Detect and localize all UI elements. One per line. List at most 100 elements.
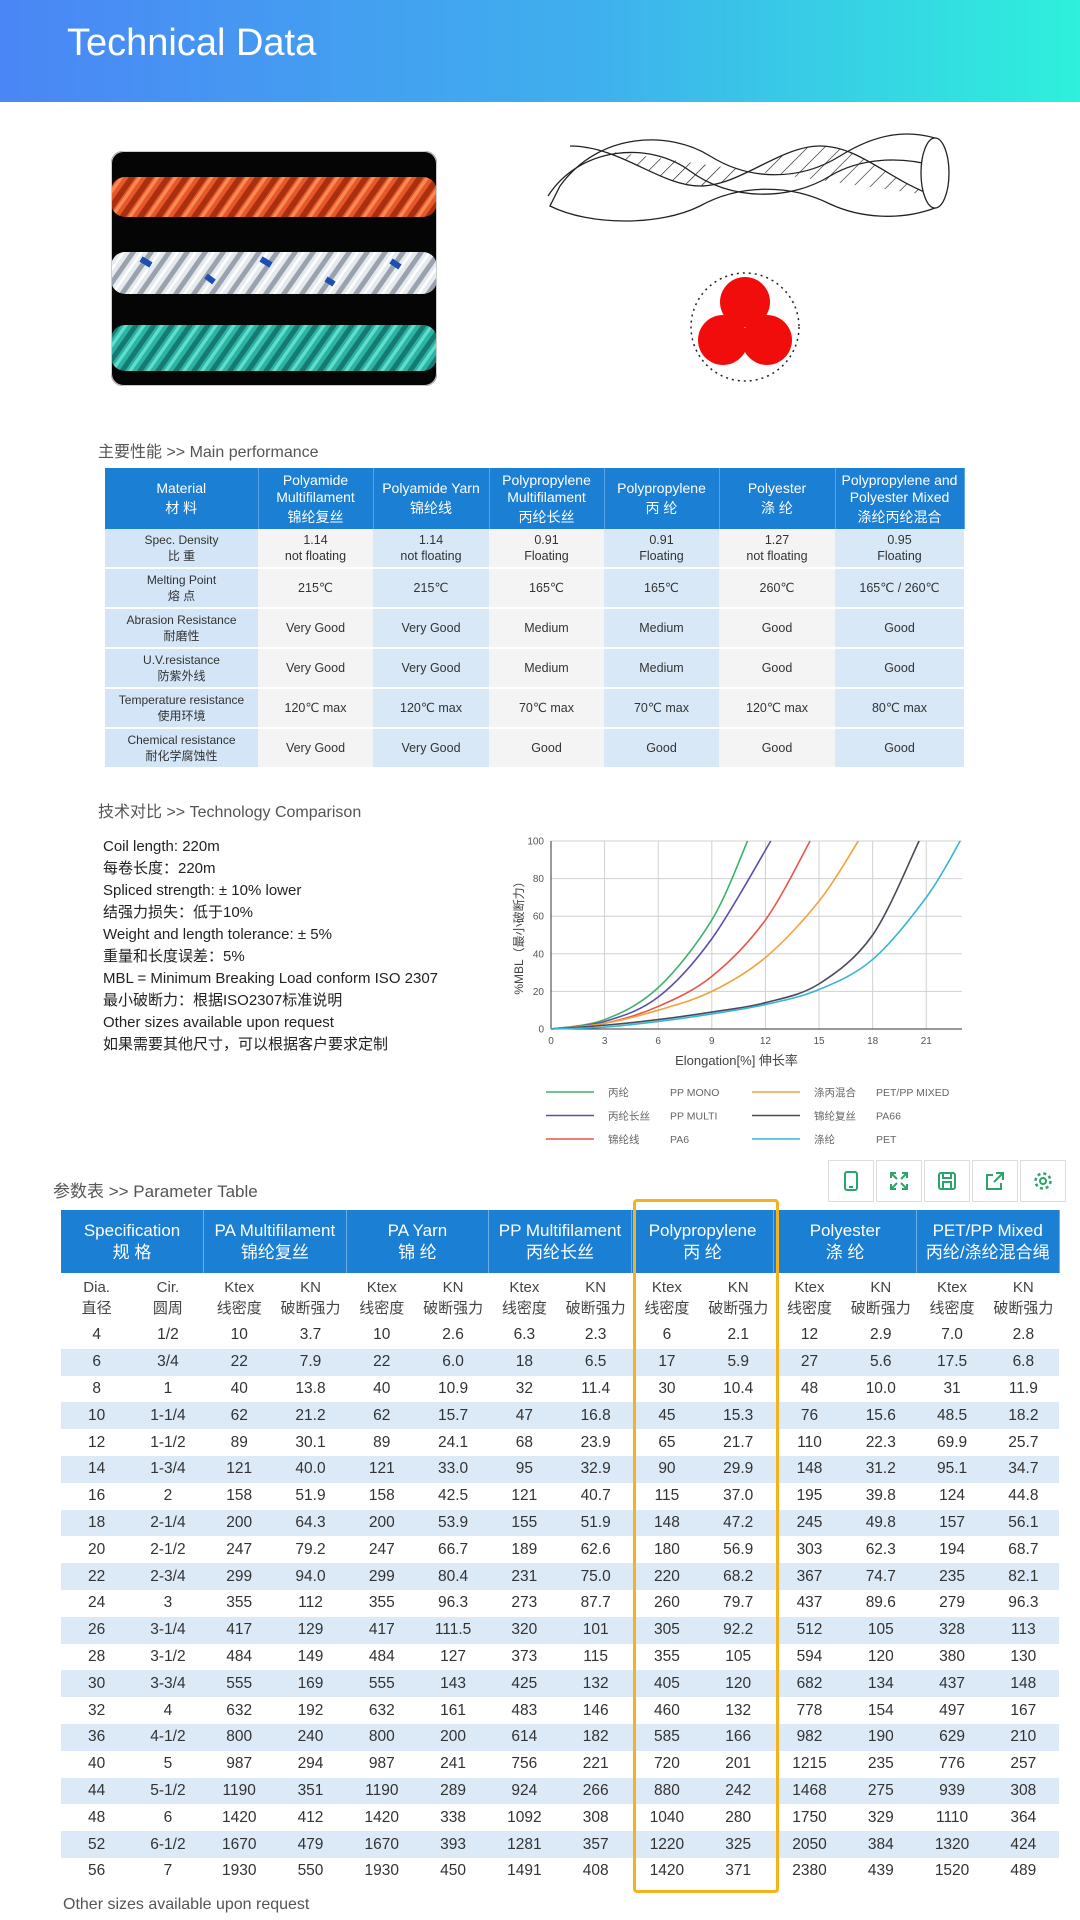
table-cell: 18.2 xyxy=(987,1402,1059,1430)
table-cell: 44.8 xyxy=(987,1482,1059,1510)
legend-code: PP MULTI xyxy=(670,1111,717,1123)
table-cell: 320 xyxy=(488,1616,560,1644)
table-cell: 39.8 xyxy=(845,1482,917,1510)
table-cell: 260℃ xyxy=(719,568,835,609)
table-cell: 1670 xyxy=(203,1831,275,1858)
fullscreen-button[interactable] xyxy=(876,1160,922,1202)
note-line: 重量和长度误差：5% xyxy=(103,948,245,965)
table-row: 6 3/4 22 7.9 22 6.0 18 6.5 17 5.9 27 5.6 17.5 6.8 xyxy=(61,1348,1059,1376)
table-cell: 275 xyxy=(845,1777,917,1805)
label-en: U.V.resistance xyxy=(143,653,220,667)
series-line xyxy=(550,840,772,1030)
table-cell: 4 xyxy=(132,1697,204,1724)
table-cell: 240 xyxy=(274,1723,347,1751)
table-row: 14 1-3/4 121 40.0 121 33.0 95 32.9 90 29.9 148 31.2… xyxy=(61,1455,1059,1483)
table-cell: 56 xyxy=(61,1857,133,1885)
table-cell: Good xyxy=(835,608,964,649)
table-cell: 79.2 xyxy=(274,1536,347,1564)
table-cell: 148 xyxy=(773,1455,846,1483)
table-cell: 24 xyxy=(61,1589,133,1617)
table-cell: 3-3/4 xyxy=(132,1670,204,1698)
save-button[interactable] xyxy=(924,1160,970,1202)
table-cell: 169 xyxy=(274,1670,347,1698)
table-cell: 2380 xyxy=(773,1857,846,1885)
table-cell: 987 xyxy=(346,1750,418,1778)
label-zh: 使用环境 xyxy=(157,709,206,723)
table-cell: 299 xyxy=(346,1563,418,1590)
label-en: Abrasion Resistance xyxy=(126,613,237,627)
table-row: 40 5 987 294 987 241 756 221 720 201 1215 235 776 257 xyxy=(61,1750,1059,1778)
table-cell: 143 xyxy=(417,1670,489,1698)
table-row: Spec. Density 比 重 1.14 not floating 1.14 no… xyxy=(105,529,964,569)
table-cell: 44 xyxy=(61,1777,133,1805)
settings-button[interactable] xyxy=(1020,1160,1066,1202)
table-cell: 367 xyxy=(773,1563,846,1590)
group-zh: 规 格 xyxy=(112,1242,152,1262)
table-cell: 5.9 xyxy=(702,1348,774,1376)
table-cell: 215℃ xyxy=(373,568,489,609)
table-cell: 247 xyxy=(203,1536,275,1564)
header-en: Material xyxy=(156,480,207,496)
table-cell: 201 xyxy=(702,1750,774,1778)
table-cell: 40 xyxy=(346,1375,418,1403)
table-cell: 10 xyxy=(61,1402,133,1430)
table-cell: 594 xyxy=(773,1643,846,1671)
rope-drawing xyxy=(547,133,950,222)
subheader-zh: 破断强力 xyxy=(850,1299,911,1317)
table-cell: 756 xyxy=(488,1750,560,1778)
table-cell: 120℃ max xyxy=(373,688,489,729)
group-zh: 丙纶长丝 xyxy=(526,1242,594,1262)
header-bar: Technical Data xyxy=(0,0,1080,102)
label-zh: 熔 点 xyxy=(167,589,196,603)
table-row: 4 1/2 10 3.7 10 2.6 6.3 2.3 6 2.1 12 2.9 7.0 2.8 xyxy=(61,1322,1059,1349)
table-cell: 70℃ max xyxy=(489,688,604,729)
table-cell: 3.7 xyxy=(274,1322,347,1349)
table-cell: 7 xyxy=(132,1857,204,1885)
table-cell: 92.2 xyxy=(702,1616,774,1644)
series-line xyxy=(550,840,961,1030)
table-cell: 80.4 xyxy=(417,1563,489,1590)
table-cell: 305 xyxy=(631,1616,703,1644)
table-cell: 6-1/2 xyxy=(132,1831,204,1858)
table-cell: 235 xyxy=(845,1750,917,1778)
table-cell: 393 xyxy=(417,1831,489,1858)
column-header: Polypropylene 丙 纶 xyxy=(604,468,720,529)
table-cell: 614 xyxy=(488,1723,560,1751)
table-row: Abrasion Resistance 耐磨性 Very Good Very Good… xyxy=(105,608,964,649)
table-cell: 30.1 xyxy=(274,1429,347,1456)
table-cell: 6.3 xyxy=(488,1322,560,1349)
table-cell: 90 xyxy=(631,1455,703,1483)
table-row: Temperature resistance 使用环境 120℃ max 120℃ m… xyxy=(105,688,964,729)
table-cell: 555 xyxy=(203,1670,275,1698)
table-row: 48 6 1420 412 1420 338 1092 308 1040 280 1750 329 11… xyxy=(61,1804,1059,1832)
label-en: Temperature resistance xyxy=(118,693,245,707)
table-cell: 101 xyxy=(560,1616,632,1644)
x-tick-label: 0 xyxy=(548,1036,554,1047)
table-cell: 165℃ / 260℃ xyxy=(835,568,964,609)
table-cell: 328 xyxy=(916,1616,988,1644)
share-button[interactable] xyxy=(972,1160,1018,1202)
table-cell: 800 xyxy=(346,1723,418,1751)
table-row: 26 3-1/4 417 129 417 111.5 320 101 305 92.2 512 105… xyxy=(61,1616,1059,1644)
header-zh: 材 料 xyxy=(165,500,198,516)
section-title: 参数表 >> Parameter Table xyxy=(53,1182,258,1201)
table-cell: 632 xyxy=(203,1697,275,1724)
table-cell: 68 xyxy=(488,1429,560,1456)
x-tick-label: 18 xyxy=(867,1036,879,1047)
table-cell: 21.7 xyxy=(702,1429,774,1456)
legend-code: PP MONO xyxy=(670,1087,719,1099)
table-cell: 460 xyxy=(631,1697,703,1724)
table-cell: 1/2 xyxy=(132,1322,204,1349)
group-header: PP Multifilament 丙纶长丝 xyxy=(488,1210,632,1273)
subheader-zh: 线密度 xyxy=(216,1299,262,1317)
table-cell: 247 xyxy=(346,1536,418,1564)
subheader-en: KN xyxy=(1012,1278,1034,1296)
label-zh: 防紫外线 xyxy=(157,669,206,683)
table-cell: 16 xyxy=(61,1482,133,1510)
mobile-view-button[interactable] xyxy=(828,1160,874,1202)
table-cell: 112 xyxy=(274,1589,347,1617)
subheader-zh: 线密度 xyxy=(929,1299,975,1317)
toolbar xyxy=(826,1160,1066,1202)
table-cell: 1.14 not floating xyxy=(258,529,373,569)
table-cell: 13.8 xyxy=(274,1375,347,1403)
